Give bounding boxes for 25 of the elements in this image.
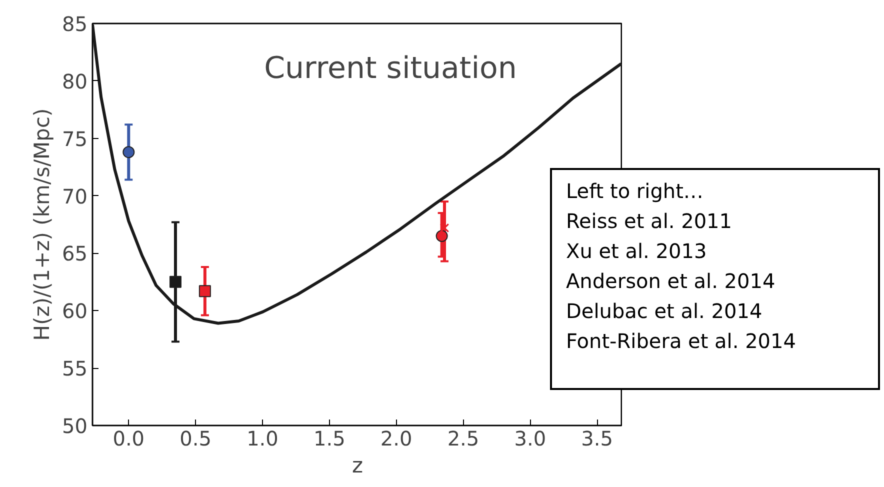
x-tick-label: 0.5 xyxy=(180,426,212,450)
y-tick-label: 50 xyxy=(62,414,88,438)
x-axis-title: z xyxy=(352,454,364,478)
x-tick-label: 1.5 xyxy=(313,426,346,450)
y-axis-title: H(z)/(1+z) (km/s/Mpc) xyxy=(30,108,54,341)
x-tick-label: 2.5 xyxy=(447,426,480,450)
point xyxy=(198,285,211,298)
note-box: Left to right… Reiss et al. 2011 Xu et al. 2013 Anderson et al. 2014 Delubac et al. 2014 Font-Ribera et al. 2014 xyxy=(550,168,880,390)
x-tick-label: 1.0 xyxy=(246,426,278,450)
y-tick-label: 55 xyxy=(62,356,88,381)
point xyxy=(440,223,450,233)
y-tick-label: 70 xyxy=(62,184,88,208)
x-tick-label: 2.0 xyxy=(380,426,412,450)
y-tick-label: 80 xyxy=(62,69,88,94)
y-tick-label: 75 xyxy=(62,126,88,151)
text: Current situation xyxy=(264,51,517,86)
x-tick-label: 3.0 xyxy=(514,426,546,450)
y-tick-label: 85 xyxy=(62,12,88,36)
point xyxy=(436,230,448,242)
y-tick-label: 65 xyxy=(62,242,88,266)
point xyxy=(169,276,182,288)
x-tick-label: 0.0 xyxy=(112,426,145,450)
point xyxy=(122,146,135,158)
x-tick-label: 3.5 xyxy=(581,426,613,450)
y-tick-label: 60 xyxy=(62,299,88,324)
